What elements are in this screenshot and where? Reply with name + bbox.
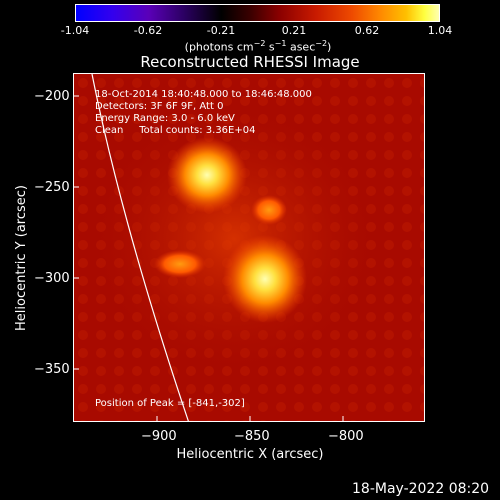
colorbar-tick-label: -1.04 [60,24,90,37]
map-halo [84,99,384,379]
source-west [154,250,206,278]
solar-limb-line [91,74,189,421]
x-tick-label: −900 [141,429,177,444]
y-tick-label: −250 [34,180,70,195]
colorbar-tick-label: -0.21 [206,24,236,37]
x-tick-label: −850 [234,429,270,444]
x-tick-label: −800 [328,429,364,444]
rhessi-map [74,74,424,421]
info-time-range: 18-Oct-2014 18:40:48.000 to 18:46:48.000 [95,89,312,100]
colorbar-tick-label: 0.62 [354,24,380,37]
source-south-peak [223,235,307,323]
colorbar-unit-label: (photons cm−2 s−1 asec−2) [184,39,332,54]
colorbar-tick-label: 0.21 [281,24,307,37]
colorbar [75,4,440,22]
colorbar-tick-label: -0.62 [133,24,163,37]
plot-title: Reconstructed RHESSI Image [140,53,360,71]
info-detectors: Detectors: 3F 6F 9F, Att 0 [95,101,224,112]
colorbar-ticks: -1.04 -0.62 -0.21 0.21 0.62 1.04 [61,22,452,38]
rhessi-image [73,73,425,422]
y-axis-label: Heliocentric Y (arcsec) [14,185,29,331]
source-north [167,137,247,213]
source-middle [251,195,287,225]
footer-timestamp: 18-May-2022 08:20 [352,481,490,497]
x-axis-label: Heliocentric X (arcsec) [176,447,324,462]
info-energy-range: Energy Range: 3.0 - 6.0 keV [95,113,235,124]
info-total-counts: Clean Total counts: 3.36E+04 [95,125,256,136]
peak-position-label: Position of Peak = [-841,-302] [95,398,245,409]
y-tick-label: −200 [34,89,70,104]
colorbar-tick-label: 1.04 [427,24,453,37]
y-tick-label: −350 [34,362,70,377]
y-tick-label: −300 [34,271,70,286]
